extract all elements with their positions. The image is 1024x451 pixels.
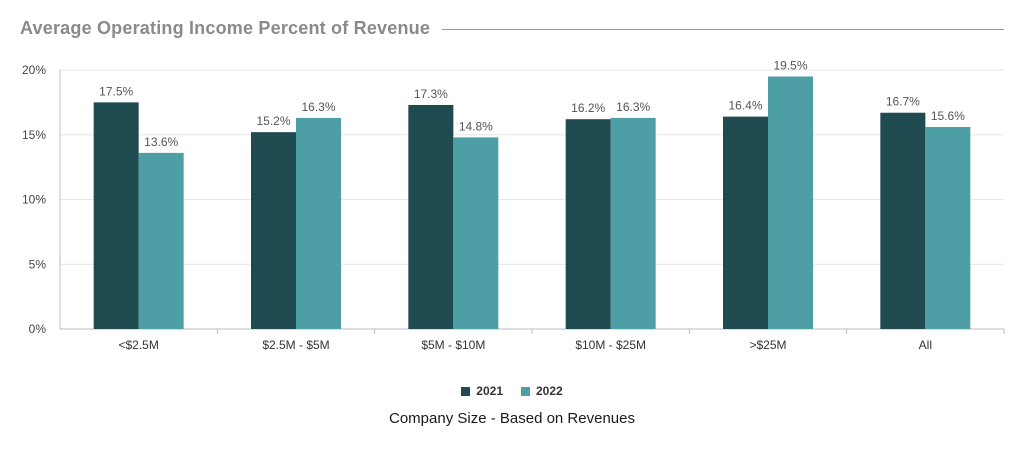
x-tick-label: $5M - $10M bbox=[421, 338, 485, 352]
chart-title: Average Operating Income Percent of Reve… bbox=[20, 17, 431, 38]
bar-2022-1 bbox=[296, 117, 341, 329]
data-label: 16.3% bbox=[616, 100, 650, 114]
bar-2021-2 bbox=[408, 104, 454, 329]
data-label: 15.2% bbox=[256, 114, 290, 128]
legend-item-2022: 2022 bbox=[521, 384, 563, 398]
legend-label-2022: 2022 bbox=[536, 384, 563, 398]
bar-chart: 0% 5% 10% 15% 20% 17.5% 13.6% <$2.5M 15.2% 16.3% $… bbox=[22, 58, 1005, 352]
legend-swatch-2022 bbox=[521, 386, 530, 396]
y-tick-label: 5% bbox=[29, 257, 47, 271]
data-label: 13.6% bbox=[144, 135, 178, 149]
bar-2022-4 bbox=[768, 76, 813, 329]
bar-2021-5 bbox=[880, 112, 926, 329]
bar-2022-5 bbox=[925, 126, 971, 329]
legend: 2021 2022 bbox=[0, 384, 1024, 398]
x-tick-label: All bbox=[919, 338, 932, 352]
bar-2022-3 bbox=[610, 117, 656, 329]
legend-label-2021: 2021 bbox=[476, 384, 503, 398]
x-axis-label: Company Size - Based on Revenues bbox=[389, 410, 635, 427]
chart-title-row: Average Operating Income Percent of Reve… bbox=[20, 14, 1004, 42]
bar-2021-0 bbox=[93, 102, 139, 329]
x-tick-label: <$2.5M bbox=[118, 338, 158, 352]
bar-2021-4 bbox=[723, 116, 768, 330]
data-label: 16.2% bbox=[571, 101, 605, 115]
x-tick-label: $10M - $25M bbox=[575, 338, 646, 352]
y-tick-label: 15% bbox=[22, 128, 46, 142]
bar-2022-2 bbox=[453, 137, 499, 329]
data-label: 17.5% bbox=[99, 84, 133, 98]
title-divider bbox=[442, 28, 1004, 30]
legend-item-2021: 2021 bbox=[461, 384, 503, 398]
legend-swatch-2021 bbox=[461, 386, 471, 396]
bar-2021-1 bbox=[251, 132, 296, 329]
bar-2021-3 bbox=[565, 119, 611, 330]
data-label: 15.6% bbox=[931, 109, 965, 123]
y-tick-label: 10% bbox=[22, 193, 46, 207]
y-tick-label: 0% bbox=[29, 322, 47, 336]
y-tick-label: 20% bbox=[22, 63, 46, 77]
data-label: 17.3% bbox=[414, 87, 448, 101]
data-label: 16.7% bbox=[886, 95, 920, 109]
data-label: 16.3% bbox=[301, 100, 335, 114]
data-label: 16.4% bbox=[728, 99, 762, 113]
data-label: 14.8% bbox=[459, 119, 493, 133]
x-tick-label: >$25M bbox=[749, 338, 786, 352]
x-tick-label: $2.5M - $5M bbox=[262, 338, 329, 352]
data-label: 19.5% bbox=[773, 58, 807, 72]
bar-2022-0 bbox=[138, 152, 184, 329]
